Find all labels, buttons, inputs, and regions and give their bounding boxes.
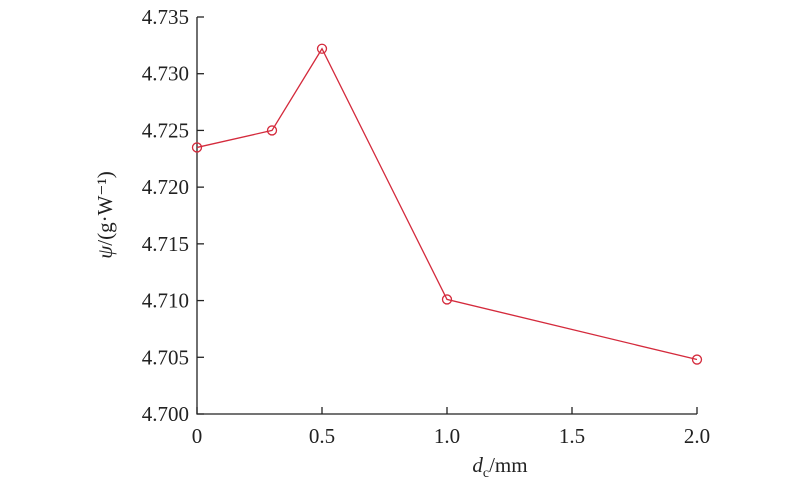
x-axis-label: dc/mm <box>472 453 527 481</box>
x-label-subscript: c <box>483 466 489 481</box>
x-tick-label: 2.0 <box>684 424 710 448</box>
y-tick-label: 4.725 <box>142 118 189 142</box>
x-label-unit: /mm <box>489 453 528 477</box>
x-tick-label: 0 <box>192 424 203 448</box>
y-tick-label: 4.710 <box>142 289 189 313</box>
y-label-unit: /(g·W⁻¹) <box>93 171 117 246</box>
x-tick-label: 0.5 <box>309 424 335 448</box>
series-line <box>196 47 698 361</box>
point-marker <box>266 125 278 136</box>
axes <box>196 17 697 415</box>
point-marker <box>191 142 203 153</box>
point-marker <box>691 354 703 365</box>
y-label-symbol: ψ <box>93 245 117 259</box>
point-marker <box>316 43 328 54</box>
x-tick-label: 1.5 <box>559 424 585 448</box>
y-tick-label: 4.715 <box>142 232 189 256</box>
y-tick-label: 4.700 <box>142 402 189 426</box>
y-tick-label: 4.730 <box>142 62 189 86</box>
point-marker <box>441 294 453 305</box>
y-axis-label: ψ/(g·W⁻¹) <box>93 171 117 259</box>
x-label-symbol: d <box>472 453 483 477</box>
x-tick-label: 1.0 <box>434 424 460 448</box>
y-tick-label: 4.735 <box>142 5 189 29</box>
y-tick-label: 4.705 <box>142 345 189 369</box>
y-tick-label: 4.720 <box>142 175 189 199</box>
